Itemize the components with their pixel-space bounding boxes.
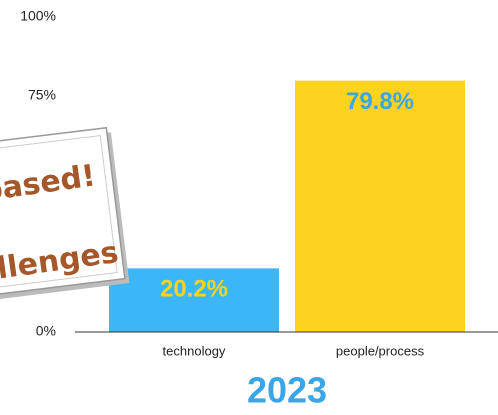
y-tick-label: 0% bbox=[36, 323, 56, 339]
x-tick-label: technology bbox=[163, 343, 226, 358]
value-label: 20.2% bbox=[160, 276, 228, 303]
value-label: 79.8% bbox=[346, 88, 414, 115]
y-tick-label: 100% bbox=[20, 8, 56, 24]
y-tick-label: 75% bbox=[28, 86, 56, 102]
x-axis-title: 2023 bbox=[247, 370, 327, 411]
bar bbox=[295, 80, 465, 332]
bar bbox=[109, 268, 279, 332]
sticker: based!llenges bbox=[0, 126, 130, 305]
sticker-inner bbox=[0, 134, 118, 294]
sticker-card bbox=[0, 126, 126, 302]
x-tick-label: people/process bbox=[336, 343, 425, 358]
